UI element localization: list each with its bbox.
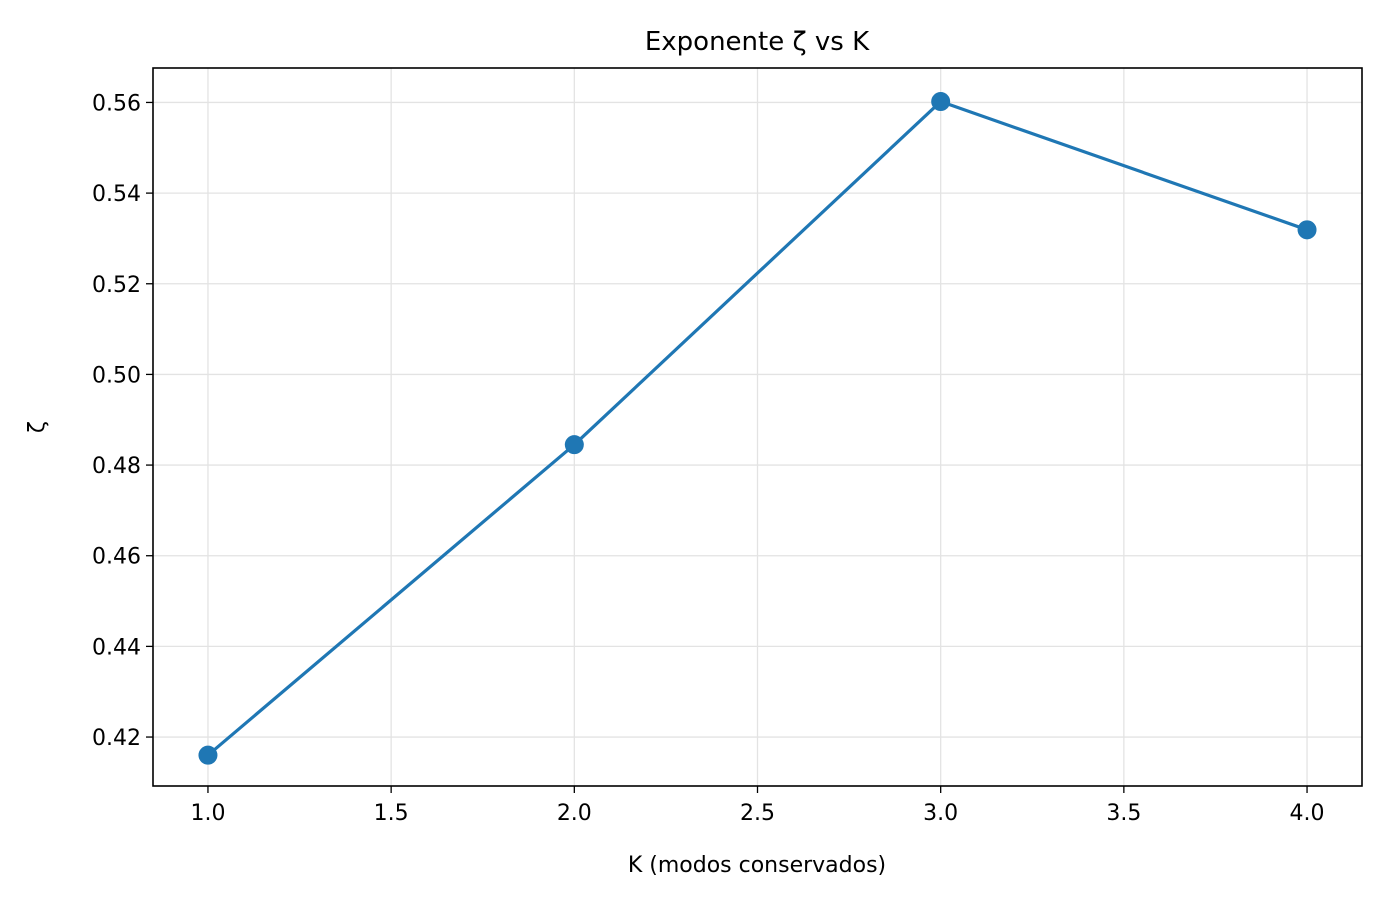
grid [153,68,1362,786]
data-point [564,435,584,455]
y-tick-label: 0.46 [92,545,141,570]
y-tick-label: 0.56 [92,91,141,116]
data-point [198,745,218,765]
x-tick-label: 1.0 [190,801,225,826]
x-tick-label: 3.0 [923,801,958,826]
x-tick-label: 3.5 [1106,801,1141,826]
x-tick-label: 2.0 [557,801,592,826]
y-tick-label: 0.44 [92,635,141,660]
x-tick-label: 1.5 [374,801,409,826]
chart-title: Exponente ζ vs K [645,27,870,57]
y-tick-label: 0.48 [92,454,141,479]
data-point [1297,220,1317,240]
y-tick-label: 0.42 [92,726,141,751]
data-point [931,92,951,112]
x-axis: 1.0 1.5 2.0 2.5 3.0 3.5 4.0 [190,786,1325,826]
series-layer [198,92,1317,765]
y-tick-label: 0.52 [92,273,141,298]
y-axis-title: ζ [25,421,50,433]
x-tick-label: 2.5 [740,801,775,826]
y-tick-label: 0.50 [92,363,141,388]
y-axis: 0.42 0.44 0.46 0.48 0.50 0.52 0.54 0.56 [92,91,153,751]
series-line [206,99,1308,757]
y-tick-label: 0.54 [92,182,141,207]
x-tick-label: 4.0 [1290,801,1325,826]
x-axis-title: K (modos conservados) [628,853,886,878]
